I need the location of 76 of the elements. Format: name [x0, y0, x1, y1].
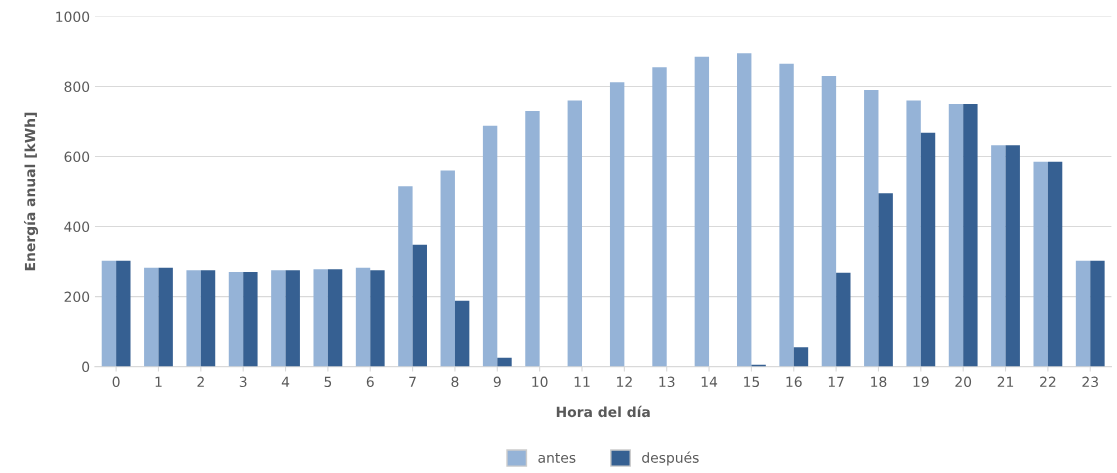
y-tick-label: 200 — [64, 291, 90, 303]
bar — [609, 82, 625, 367]
x-tick-label: 4 — [281, 376, 290, 387]
bar — [737, 53, 752, 367]
legend-label: después — [642, 451, 699, 466]
bar — [991, 145, 1006, 367]
bar — [243, 272, 258, 367]
bar — [906, 100, 921, 367]
x-tick-label: 11 — [574, 376, 590, 387]
x-tick-label: 13 — [659, 376, 675, 388]
bar — [1075, 260, 1091, 367]
bar — [1033, 161, 1048, 367]
x-tick-label: 8 — [451, 376, 459, 388]
x-tick-label: 23 — [1082, 376, 1098, 388]
y-tick-label: 800 — [64, 81, 90, 93]
bar — [370, 270, 385, 367]
bar — [313, 269, 328, 367]
bar — [821, 76, 837, 367]
x-tick-label: 3 — [239, 376, 247, 388]
bar — [793, 347, 809, 367]
bar — [228, 272, 244, 367]
x-tick-label: 10 — [532, 376, 548, 388]
x-tick-label: 16 — [786, 376, 802, 388]
bar — [1047, 161, 1063, 367]
bar — [440, 170, 455, 367]
legend-label: antes — [538, 452, 576, 463]
bar — [525, 111, 540, 367]
bar — [567, 100, 582, 367]
x-tick-label: 0 — [112, 376, 120, 388]
bar — [355, 267, 371, 367]
x-tick-label: 14 — [701, 376, 718, 387]
bar — [454, 300, 470, 367]
bar — [482, 125, 498, 367]
x-axis-title: Hora del día — [556, 405, 650, 418]
bar — [158, 267, 173, 367]
bar — [864, 90, 879, 367]
bar — [398, 186, 413, 367]
x-tick-label: 12 — [617, 376, 632, 387]
x-tick-label: 17 — [828, 376, 844, 387]
x-tick-label: 7 — [409, 376, 416, 387]
bar — [497, 357, 512, 367]
bar — [200, 270, 216, 367]
bar — [101, 260, 117, 367]
bar — [963, 104, 978, 367]
x-tick-label: 21 — [997, 376, 1014, 387]
x-tick-label: 5 — [324, 376, 332, 388]
bar — [836, 272, 851, 367]
x-tick-label: 1 — [155, 376, 162, 387]
bar — [920, 132, 936, 367]
bar — [186, 270, 201, 367]
bar — [694, 56, 710, 367]
y-axis-title: Energía anual [kWh] — [23, 112, 39, 271]
bar — [412, 244, 427, 367]
bar — [327, 269, 343, 367]
y-tick-label: 1000 — [56, 11, 90, 23]
bar — [144, 267, 159, 367]
x-tick-label: 20 — [955, 376, 972, 388]
bar — [1005, 145, 1020, 367]
x-tick-label: 2 — [197, 376, 204, 387]
bar — [116, 260, 131, 367]
bar — [878, 193, 893, 367]
x-tick-label: 18 — [871, 376, 887, 388]
x-tick-label: 9 — [493, 376, 501, 388]
bar — [652, 67, 667, 367]
y-tick-label: 0 — [82, 361, 90, 373]
x-tick-label: 22 — [1040, 376, 1056, 387]
y-tick-label: 600 — [64, 151, 90, 163]
y-tick-label: 400 — [64, 221, 90, 233]
bar — [271, 270, 286, 367]
x-tick-label: 15 — [744, 376, 760, 388]
bar — [948, 104, 964, 367]
bar — [285, 270, 300, 367]
x-tick-label: 19 — [913, 376, 929, 388]
x-tick-label: 6 — [366, 376, 374, 388]
bar — [779, 63, 794, 367]
bar — [1090, 260, 1105, 367]
